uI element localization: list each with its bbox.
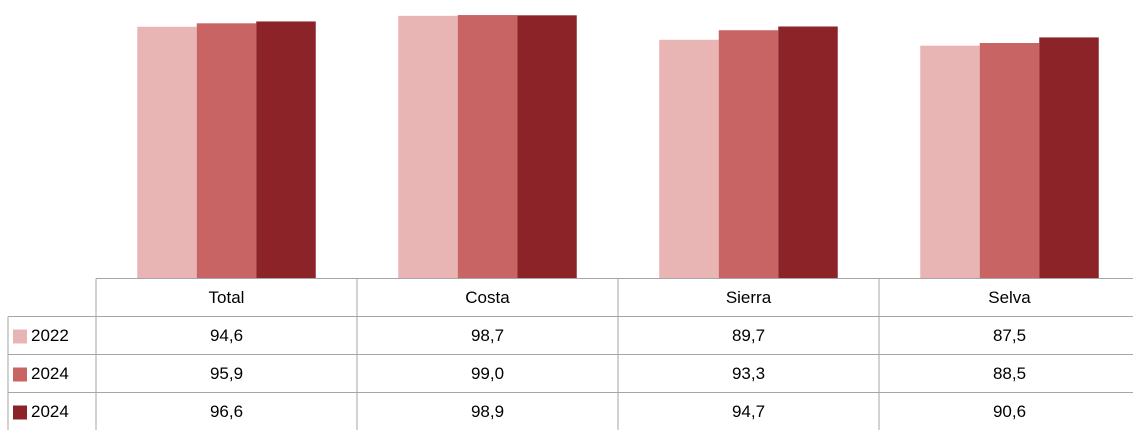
legend-label: 2024: [31, 364, 69, 383]
bar: [256, 21, 316, 279]
value-label: 98,7: [471, 326, 504, 345]
legend-swatch: [13, 329, 27, 344]
value-label: 87,5: [993, 326, 1026, 345]
bar: [196, 23, 257, 279]
value-label: 96,6: [210, 402, 243, 421]
value-label: 98,9: [471, 402, 504, 421]
legend-label: 2024: [31, 402, 69, 421]
bar: [1039, 37, 1099, 279]
x-tick-label: Selva: [988, 288, 1031, 307]
legend-label: 2022: [31, 326, 69, 345]
bar: [659, 39, 719, 279]
bar: [718, 30, 779, 279]
legend-swatch: [13, 367, 27, 382]
bar: [137, 26, 197, 279]
bar: [979, 43, 1040, 279]
value-label: 88,5: [993, 364, 1026, 383]
value-label: 90,6: [993, 402, 1026, 421]
bar: [517, 15, 577, 279]
value-label: 94,7: [732, 402, 765, 421]
value-label: 93,3: [732, 364, 765, 383]
value-label: 94,6: [210, 326, 243, 345]
bar: [457, 15, 518, 279]
bar: [920, 45, 980, 279]
x-tick-label: Sierra: [726, 288, 772, 307]
x-tick-label: Costa: [465, 288, 510, 307]
x-tick-label: Total: [209, 288, 245, 307]
bar: [398, 15, 458, 279]
value-label: 99,0: [471, 364, 504, 383]
bar: [778, 26, 838, 279]
legend-swatch: [13, 405, 27, 420]
value-label: 95,9: [210, 364, 243, 383]
value-label: 89,7: [732, 326, 765, 345]
